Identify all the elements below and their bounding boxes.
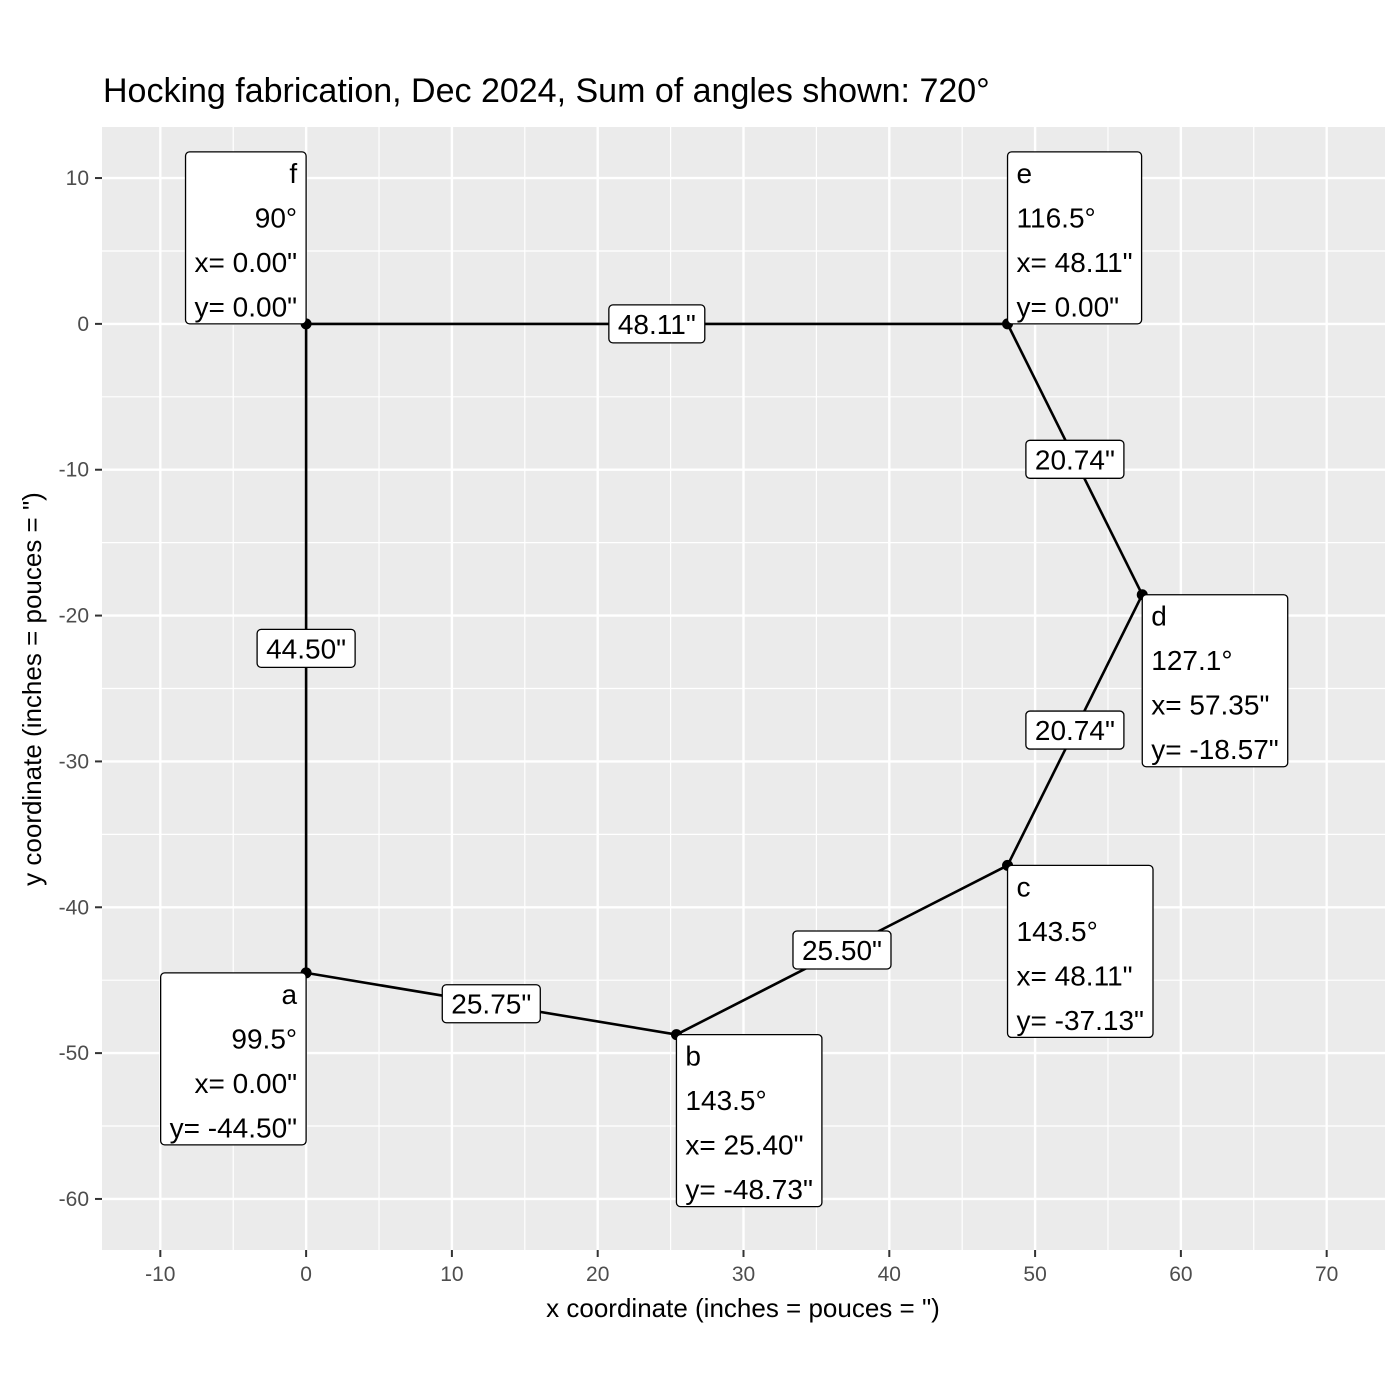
edge-length-text: 20.74" xyxy=(1035,715,1115,746)
edge-label-box xyxy=(1025,710,1125,750)
x-axis-ticks: -10 0 10 20 30 40 50 60 70 xyxy=(145,1250,1338,1286)
vertex-name: a xyxy=(282,979,298,1010)
y-tick-label: -50 xyxy=(59,1042,89,1065)
x-tick-label: 60 xyxy=(1169,1263,1192,1286)
vertex-x-coordinate: x= 57.35" xyxy=(1151,690,1269,721)
y-tick-label: -30 xyxy=(59,750,89,773)
vertex-y-coordinate: y= 0.00" xyxy=(1017,291,1120,322)
vertex-x-coordinate: x= 48.11" xyxy=(1017,960,1133,991)
vertex-x-coordinate: x= 0.00" xyxy=(195,1068,298,1099)
edge-label-b-c: 25.50" xyxy=(792,930,892,970)
edge-label-box xyxy=(441,984,541,1024)
x-tick-label: 50 xyxy=(1023,1263,1046,1286)
vertex-label-box xyxy=(675,1033,823,1208)
edge-label-c-d: 20.74" xyxy=(1025,710,1125,750)
x-tick-label: 30 xyxy=(732,1263,755,1286)
y-tick-label: -20 xyxy=(59,605,89,628)
x-tick-label: 10 xyxy=(440,1263,463,1286)
vertex-name: d xyxy=(1151,601,1167,632)
vertex-angle: 127.1° xyxy=(1151,645,1232,676)
vertex-y-coordinate: y= 0.00" xyxy=(195,291,298,322)
x-axis-title: x coordinate (inches = pouces = ") xyxy=(546,1293,940,1323)
vertex-label-d: d 127.1° x= 57.35" y= -18.57" xyxy=(1141,594,1289,768)
vertex-angle: 143.5° xyxy=(685,1085,766,1116)
vertex-label-box xyxy=(1006,151,1143,325)
chart-title: Hocking fabrication, Dec 2024, Sum of an… xyxy=(103,72,990,110)
vertex-y-coordinate: y= -37.13" xyxy=(1017,1005,1144,1036)
vertex-angle: 143.5° xyxy=(1017,916,1098,947)
vertex-x-coordinate: x= 48.11" xyxy=(1017,247,1133,278)
y-axis-title: y coordinate (inches = pouces = ") xyxy=(17,492,47,886)
edge-length-text: 25.75" xyxy=(451,989,531,1020)
edge-label-e-f: 48.11" xyxy=(608,304,706,344)
y-tick-label: -10 xyxy=(59,459,89,482)
y-tick-label: -60 xyxy=(59,1188,89,1211)
vertex-label-box xyxy=(1141,594,1289,768)
vertex-angle: 90° xyxy=(255,202,297,233)
x-tick-label: 0 xyxy=(300,1263,312,1286)
y-tick-label: 0 xyxy=(77,313,89,336)
edge-label-a-b: 25.75" xyxy=(441,984,541,1024)
vertex-labels: a 99.5° x= 0.00" y= -44.50" b 143.5° x= 25.40"… xyxy=(159,151,1289,1208)
edge-label-box xyxy=(256,628,356,669)
vertex-y-coordinate: y= -44.50" xyxy=(170,1112,297,1143)
edge-label-f-a: 44.50" xyxy=(256,628,356,669)
edge-length-text: 25.50" xyxy=(802,935,882,966)
x-tick-label: 40 xyxy=(878,1263,901,1286)
edge-label-box xyxy=(792,930,892,970)
vertex-x-coordinate: x= 25.40" xyxy=(685,1130,803,1161)
edge-length-text: 48.11" xyxy=(618,309,696,340)
vertex-label-c: c 143.5° x= 48.11" y= -37.13" xyxy=(1006,864,1154,1039)
y-tick-label: -40 xyxy=(59,896,89,919)
vertex-name: f xyxy=(289,158,297,189)
x-tick-label: -10 xyxy=(145,1263,175,1286)
vertex-label-box xyxy=(159,972,307,1146)
vertex-y-coordinate: y= -18.57" xyxy=(1151,734,1278,765)
x-tick-label: 70 xyxy=(1315,1263,1338,1286)
edge-length-text: 20.74" xyxy=(1035,444,1115,475)
vertex-name: b xyxy=(685,1041,701,1072)
vertex-label-a: a 99.5° x= 0.00" y= -44.50" xyxy=(159,972,307,1146)
edge-length-labels: 25.75" 25.50" 20.74" 20.74" 48.11" 44.50" xyxy=(256,304,1125,1024)
vertex-y-coordinate: y= -48.73" xyxy=(685,1174,812,1205)
vertex-name: c xyxy=(1017,871,1031,902)
vertex-label-b: b 143.5° x= 25.40" y= -48.73" xyxy=(675,1033,823,1208)
vertex-label-box xyxy=(184,151,307,325)
vertex-label-f: f 90° x= 0.00" y= 0.00" xyxy=(184,151,307,325)
edge-label-box xyxy=(1025,439,1125,479)
vertex-label-box xyxy=(1006,864,1154,1039)
y-axis-ticks: 10 0 -10 -20 -30 -40 -50 -60 xyxy=(59,167,102,1211)
vertex-name: e xyxy=(1017,158,1033,189)
x-tick-label: 20 xyxy=(586,1263,609,1286)
vertex-angle: 116.5° xyxy=(1017,202,1096,233)
vertex-angle: 99.5° xyxy=(231,1023,297,1054)
y-tick-label: 10 xyxy=(66,167,89,190)
edge-length-text: 44.50" xyxy=(266,633,346,664)
vertex-label-e: e 116.5° x= 48.11" y= 0.00" xyxy=(1006,151,1143,325)
edge-label-d-e: 20.74" xyxy=(1025,439,1125,479)
vertex-x-coordinate: x= 0.00" xyxy=(195,247,298,278)
edge-label-box xyxy=(608,304,706,344)
